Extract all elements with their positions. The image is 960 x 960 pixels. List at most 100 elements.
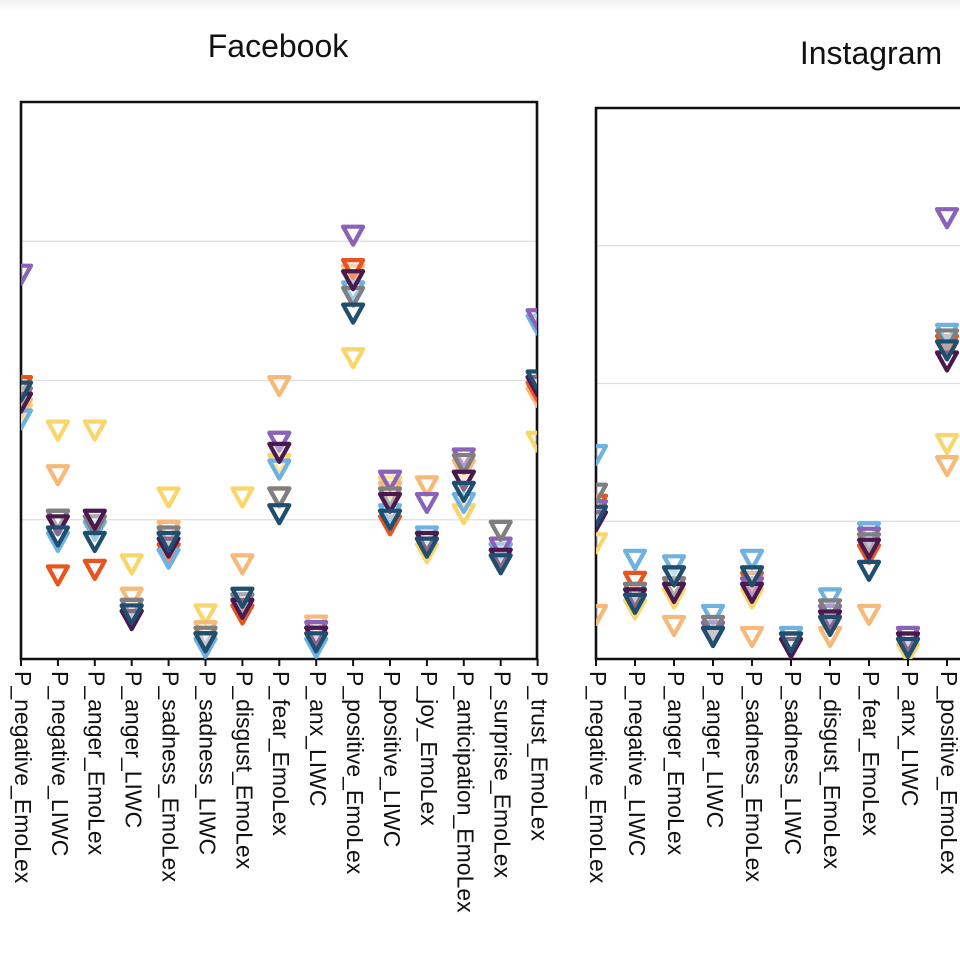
x-tick-label: P_anger_LIWC xyxy=(702,671,728,828)
data-point xyxy=(488,519,513,542)
data-point xyxy=(267,441,292,465)
x-tick-label: P_sadness_EmoLex xyxy=(158,671,184,882)
x-tick-label: P_trust_EmoLex xyxy=(527,671,553,842)
x-tick-label: P_fear_EmoLex xyxy=(858,671,884,836)
data-point xyxy=(230,486,255,509)
data-point xyxy=(525,369,537,392)
data-point xyxy=(895,636,921,659)
data-point xyxy=(341,224,366,247)
data-point xyxy=(119,603,144,626)
data-point xyxy=(377,508,403,531)
data-point xyxy=(82,508,107,531)
data-point xyxy=(596,504,609,527)
data-point xyxy=(341,302,366,325)
x-tick-label: P_negative_EmoLex xyxy=(10,671,36,884)
x-tick-label: P_joy_EmoLex xyxy=(416,671,442,826)
x-tick-label: P_sadness_LIWC xyxy=(194,671,220,855)
data-point xyxy=(267,374,292,398)
data-point xyxy=(525,430,537,453)
panel-title: Instagram xyxy=(800,35,942,71)
data-point xyxy=(414,475,439,498)
data-point xyxy=(119,586,144,609)
data-point xyxy=(230,586,255,609)
markers xyxy=(21,224,537,659)
x-tick-label: P_positive_LIWC xyxy=(379,671,405,847)
data-point xyxy=(341,347,366,370)
data-point xyxy=(45,514,70,537)
data-point xyxy=(21,263,34,286)
data-point xyxy=(856,537,882,560)
data-point xyxy=(451,469,476,492)
data-point xyxy=(596,444,609,467)
x-tick-label: P_negative_EmoLex xyxy=(585,671,611,884)
data-point xyxy=(451,503,476,526)
data-point xyxy=(856,559,882,582)
data-point xyxy=(661,614,687,638)
panel-facebook: Facebook P_negative_EmoLex P_negative_LIW… xyxy=(10,28,553,913)
data-point xyxy=(82,419,107,442)
data-point xyxy=(193,631,218,654)
markers xyxy=(596,207,960,659)
data-point xyxy=(45,419,70,442)
data-point xyxy=(596,482,609,505)
data-point xyxy=(45,525,70,548)
data-point xyxy=(45,464,70,487)
data-point xyxy=(267,503,292,526)
data-point xyxy=(21,408,34,431)
data-point xyxy=(739,565,765,588)
data-point xyxy=(267,486,292,509)
data-point xyxy=(934,455,960,478)
data-point xyxy=(739,548,765,571)
data-point xyxy=(304,631,329,654)
data-point xyxy=(934,207,960,230)
x-tick-label: P_sadness_EmoLex xyxy=(741,671,767,882)
x-tick-label: P_positive_EmoLex xyxy=(342,671,368,875)
data-point xyxy=(82,558,107,581)
x-tick-label: P_sadness_LIWC xyxy=(780,671,806,855)
x-tick-label: P_anx_LIWC xyxy=(305,671,331,807)
data-point xyxy=(341,269,366,292)
panel-instagram: Instagram P_negative_EmoLex P_negative_LI… xyxy=(585,35,960,884)
x-tick-label: P_disgust_EmoLex xyxy=(231,671,257,870)
x-tick-label: P_anx_LIWC xyxy=(897,671,923,807)
data-point xyxy=(451,452,476,476)
data-point xyxy=(525,308,537,331)
x-tick-label: P_anger_EmoLex xyxy=(663,671,689,856)
data-point xyxy=(778,631,804,654)
x-tick-label: P_disgust_EmoLex xyxy=(819,671,845,870)
data-point xyxy=(817,614,843,638)
data-point xyxy=(156,530,181,554)
x-tick-label: P_fear_EmoLex xyxy=(268,671,294,836)
x-tick-label: P_negative_LIWC xyxy=(624,671,650,856)
data-point xyxy=(414,491,439,515)
data-point xyxy=(377,491,403,515)
x-tick-label: P_negative_LIWC xyxy=(47,671,73,856)
data-point xyxy=(193,603,218,626)
x-tick-label: P_surprise_EmoLex xyxy=(490,671,516,879)
data-point xyxy=(700,625,726,649)
x-tick-label: P_positive_EmoLex xyxy=(936,671,960,875)
data-point xyxy=(341,258,366,281)
panel-title: Facebook xyxy=(208,28,350,64)
data-point xyxy=(377,469,403,492)
plot-frame xyxy=(594,106,960,661)
x-tick-label: P_anger_EmoLex xyxy=(84,671,110,856)
data-point xyxy=(596,603,609,627)
data-point xyxy=(414,536,439,559)
data-point xyxy=(934,339,960,362)
data-point xyxy=(622,592,648,615)
top-bar xyxy=(0,0,960,12)
data-point xyxy=(451,491,476,515)
data-point xyxy=(451,480,476,503)
data-point xyxy=(21,380,34,403)
data-point xyxy=(856,603,882,627)
data-point xyxy=(488,553,513,576)
data-point xyxy=(267,430,292,453)
data-point xyxy=(596,532,609,555)
data-point xyxy=(45,564,70,587)
data-point xyxy=(230,553,255,576)
data-point xyxy=(82,530,107,554)
data-point xyxy=(119,553,144,576)
data-point xyxy=(739,625,765,649)
